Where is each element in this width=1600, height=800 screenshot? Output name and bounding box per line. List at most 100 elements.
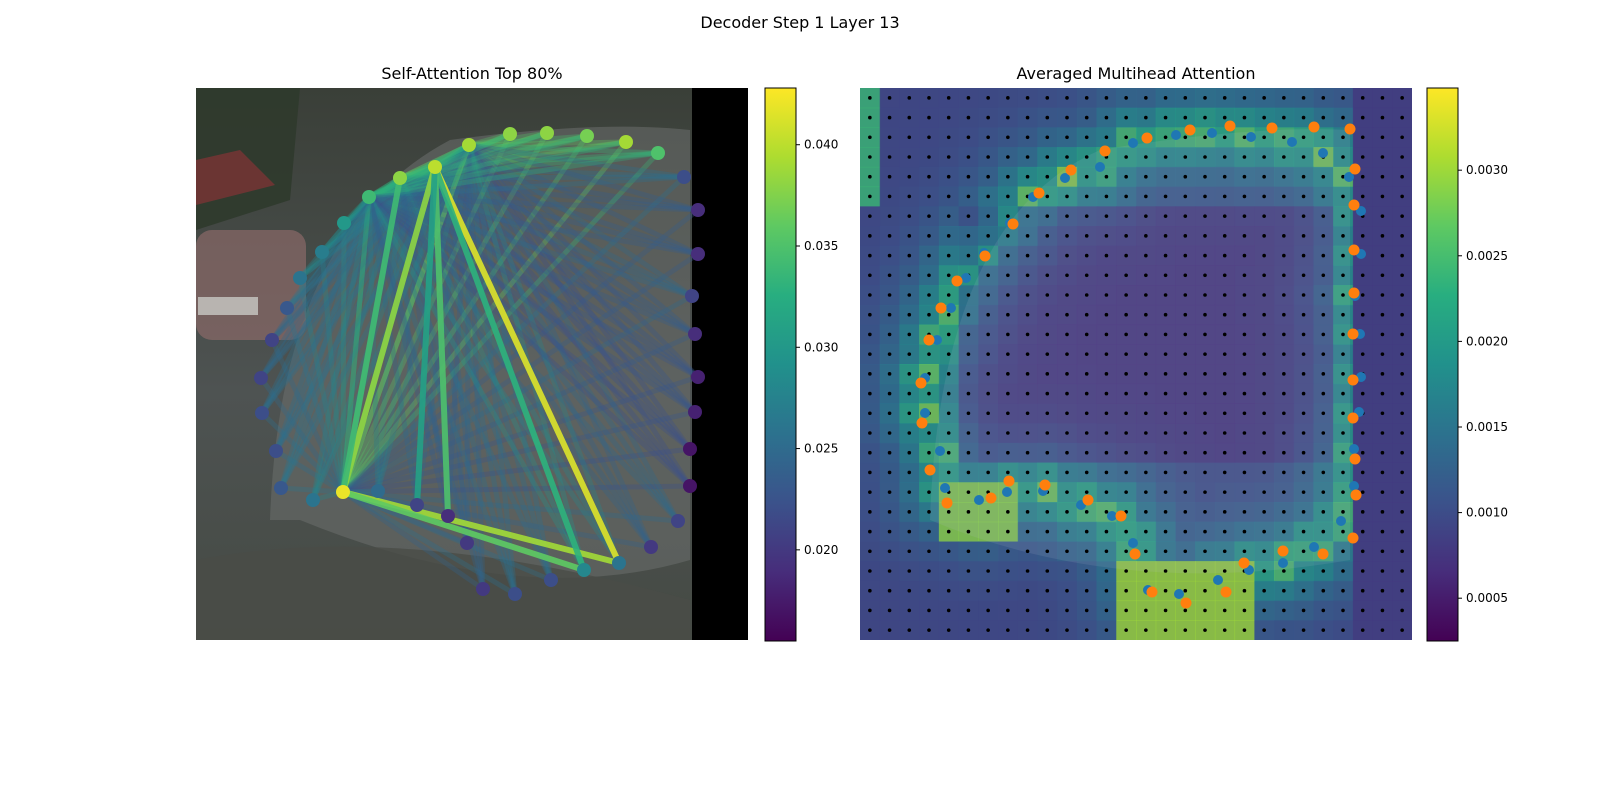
grid-dot (1380, 450, 1385, 455)
grid-dot (986, 155, 990, 159)
grid-dot (1242, 450, 1247, 455)
grid-dot (1163, 312, 1168, 317)
attention-edge (297, 277, 346, 493)
grid-dot (946, 155, 951, 159)
grid-dot (1144, 253, 1148, 258)
grid-dot (1045, 411, 1050, 416)
grid-dot (1262, 253, 1266, 258)
grid-dot (1203, 273, 1207, 278)
grid-dot (887, 450, 892, 455)
grid-dot (1045, 431, 1050, 435)
predicted-point (935, 302, 947, 314)
ground-truth-point (1171, 130, 1181, 140)
keypoint (255, 406, 269, 420)
grid-dot (927, 569, 931, 573)
grid-dot (966, 470, 971, 475)
grid-dot (1104, 510, 1109, 514)
grid-dot (946, 510, 951, 514)
grid-dot (1242, 312, 1247, 317)
grid-dot (927, 490, 931, 494)
grid-dot (1242, 608, 1247, 613)
grid-dot (1104, 450, 1109, 455)
grid-dot (1222, 253, 1227, 258)
keypoint (410, 498, 424, 512)
grid-dot (1203, 470, 1207, 475)
keypoint (580, 129, 594, 143)
grid-dot (1222, 174, 1227, 179)
grid-dot (1380, 273, 1385, 278)
grid-dot (1203, 352, 1207, 356)
grid-dot (946, 431, 951, 435)
grid-dot (1282, 174, 1286, 179)
grid-dot (1124, 470, 1128, 475)
grid-dot (1104, 608, 1109, 613)
grid-dot (1242, 372, 1247, 376)
grid-dot (1242, 155, 1247, 159)
grid-dot (1341, 490, 1345, 494)
grid-dot (1360, 529, 1365, 534)
attention-edge (432, 166, 518, 595)
grid-dot (907, 372, 912, 376)
grid-dot (927, 391, 931, 396)
grid-dot (1104, 214, 1109, 218)
attention-edge (432, 166, 554, 581)
grid-dot (1163, 588, 1168, 593)
grid-dot (1183, 608, 1188, 613)
grid-dot (946, 312, 951, 317)
grid-dot (1282, 135, 1286, 140)
grid-dot (907, 96, 912, 100)
attention-edge (273, 165, 438, 453)
grid-dot (1006, 253, 1010, 258)
grid-dot (1006, 234, 1010, 238)
grid-dot (887, 411, 892, 416)
grid-dot (1183, 391, 1188, 396)
grid-dot (927, 608, 931, 613)
grid-dot (966, 510, 971, 514)
grid-dot (1006, 135, 1010, 140)
grid-dot (1084, 115, 1089, 120)
grid-dot (1321, 234, 1326, 238)
colorbar-tick-label: 0.035 (804, 239, 838, 253)
grid-dot (927, 96, 931, 100)
ground-truth-point (920, 408, 930, 418)
attention-edge (341, 151, 660, 494)
grid-dot (907, 332, 912, 337)
grid-dot (1183, 569, 1188, 573)
grid-dot (1282, 293, 1286, 297)
grid-dot (907, 234, 912, 238)
grid-dot (1321, 490, 1326, 494)
attention-edge (342, 489, 679, 524)
grid-dot (907, 194, 912, 199)
grid-dot (1301, 450, 1306, 455)
grid-dot (1380, 115, 1385, 120)
attention-edge (273, 196, 372, 452)
grid-dot (887, 312, 892, 317)
grid-dot (1242, 352, 1247, 356)
grid-dot (1242, 490, 1247, 494)
grid-dot (1203, 628, 1207, 632)
grid-dot (1144, 529, 1148, 534)
grid-dot (946, 470, 951, 475)
attention-edge (398, 176, 692, 451)
grid-dot (927, 312, 931, 317)
grid-dot (1006, 569, 1010, 573)
grid-dot (1301, 588, 1306, 593)
grid-dot (907, 549, 912, 554)
grid-dot (1084, 312, 1089, 317)
grid-dot (1006, 450, 1010, 455)
grid-dot (1104, 490, 1109, 494)
grid-dot (1321, 253, 1326, 258)
colorbar-right: 0.0005 0.0010 0.0015 0.0020 0.0025 0.0030 (1426, 87, 1508, 642)
grid-dot (1183, 214, 1188, 218)
grid-dot (1104, 569, 1109, 573)
grid-dot (1163, 608, 1168, 613)
grid-dot (1262, 588, 1266, 593)
grid-dot (966, 450, 971, 455)
grid-dot (1380, 470, 1385, 475)
grid-dot (1124, 372, 1128, 376)
predicted-point (1347, 328, 1359, 340)
grid-dot (1065, 569, 1069, 573)
grid-dot (1045, 450, 1050, 455)
grid-dot (1262, 96, 1266, 100)
